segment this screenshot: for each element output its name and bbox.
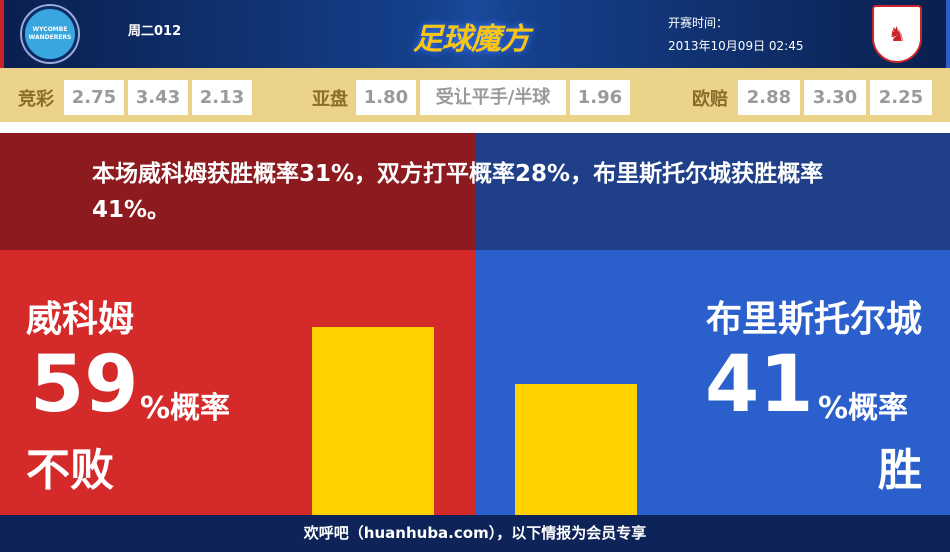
- asian-handicap: 受让平手/半球: [420, 80, 566, 115]
- kickoff-time: 2013年10月09日 02:45: [668, 39, 804, 53]
- home-team-name: 威科姆: [26, 299, 135, 340]
- euro-odd: 3.30: [804, 80, 866, 115]
- odds-bar: 竞彩 2.75 3.43 2.13 亚盘 1.80 受让平手/半球 1.96 欧…: [0, 68, 950, 122]
- home-probability-bar: [312, 327, 434, 515]
- jingcai-odd: 2.13: [192, 80, 252, 115]
- euro-odd: 2.88: [738, 80, 800, 115]
- away-percent: 41: [705, 340, 814, 430]
- home-logo-text: WYCOMBE WANDERERS: [28, 26, 72, 41]
- home-result: 不败: [26, 445, 114, 496]
- home-panel: 威科姆 59 %概率 不败: [0, 250, 475, 515]
- home-team-logo: WYCOMBE WANDERERS: [22, 6, 78, 62]
- away-probability-bar: [515, 384, 637, 515]
- brand-logo: 足球魔方: [413, 22, 530, 57]
- jingcai-odd: 2.75: [64, 80, 124, 115]
- away-panel: 布里斯托尔城 41 %概率 胜: [475, 250, 950, 515]
- jingcai-odd: 3.43: [128, 80, 188, 115]
- away-result: 胜: [878, 445, 922, 496]
- footer-notice: 欢呼吧（huanhuba.com），以下情报为会员专享: [0, 515, 950, 552]
- euro-odd: 2.25: [870, 80, 932, 115]
- asian-odd: 1.80: [356, 80, 416, 115]
- home-percent: 59: [30, 340, 139, 430]
- euro-label: 欧赔: [692, 89, 728, 110]
- asian-label: 亚盘: [312, 89, 348, 110]
- match-number: 周二012: [128, 24, 182, 39]
- away-team-logo: ♞: [872, 5, 922, 63]
- asian-odd: 1.96: [570, 80, 630, 115]
- away-team-name: 布里斯托尔城: [705, 299, 922, 340]
- home-percent-unit: %概率: [140, 391, 231, 426]
- probability-summary: 本场威科姆获胜概率31%，双方打平概率28%，布里斯托尔城获胜概率41%。: [92, 161, 824, 223]
- jingcai-label: 竞彩: [18, 89, 54, 110]
- away-percent-unit: %概率: [818, 391, 909, 426]
- summary-band-away: [475, 133, 950, 250]
- kickoff-label: 开赛时间：: [668, 16, 729, 30]
- header: [0, 0, 950, 68]
- summary-band-home: [0, 133, 475, 250]
